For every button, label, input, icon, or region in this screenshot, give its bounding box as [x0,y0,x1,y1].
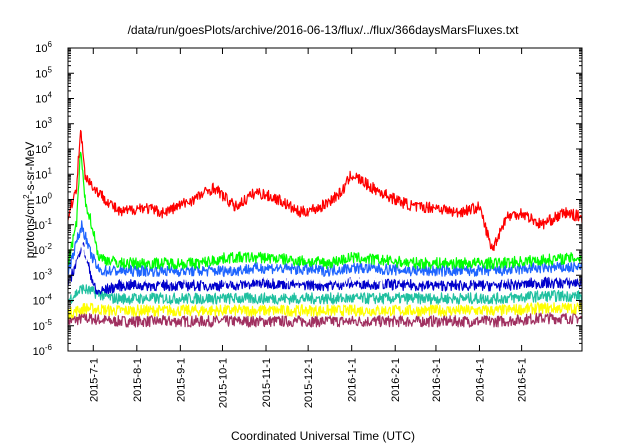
y-tick-label: 101 [35,166,52,181]
y-axis-label: protons/cm2-s-sr-MeV [22,142,37,258]
series-line-4 [67,238,583,287]
y-tick-label: 105 [35,65,52,80]
x-tick-label: 2015-8-1 [132,358,144,402]
x-tick-label: 2016-3-1 [431,358,443,402]
x-tick-label: 2016-2-1 [390,358,402,402]
x-tick-label: 2016-4-1 [475,358,487,402]
series-line-3 [67,242,583,295]
series-line-0 [67,312,583,328]
series-line-2 [67,284,583,305]
series-layer [67,129,583,328]
y-tick-label: 103 [35,116,52,131]
x-axis-ticks: 2015-7-1 2015-8-1 2015-9-1 2015-10-1 2015-11… [88,48,529,408]
x-tick-label: 2015-11-1 [261,358,273,407]
y-tick-label: 100 [35,192,52,207]
x-tick-label: 2016-5-1 [517,358,529,402]
x-tick-label: 2016-1-1 [347,358,359,402]
x-tick-label: 2015-7-1 [88,358,100,402]
y-tick-label: 10-3 [33,267,53,282]
x-tick-label: 2015-10-1 [218,358,230,408]
y-tick-label: 10-5 [33,318,53,333]
x-tick-label: 2015-9-1 [175,358,187,402]
y-axis-ticks: 10-6 10-5 10-4 10-3 10-2 10-1 100 101 102 103 104 1… [33,40,582,358]
y-tick-label: 106 [35,40,52,55]
y-tick-label: 10-1 [33,217,53,232]
series-line-1 [67,302,583,320]
series-line-6 [67,151,583,270]
series-line-5 [67,220,583,278]
y-tick-label: 104 [35,91,52,106]
chart-title: /data/run/goesPlots/archive/2016-06-13/f… [128,23,520,37]
y-tick-label: 10-4 [33,293,53,308]
x-tick-label: 2015-12-1 [303,358,315,408]
x-axis-label: Coordinated Universal Time (UTC) [231,429,415,443]
series-line-7 [67,129,583,252]
y-tick-label: 10-2 [33,242,53,257]
y-tick-label: 102 [35,141,52,156]
y-tick-label: 10-6 [33,343,53,358]
